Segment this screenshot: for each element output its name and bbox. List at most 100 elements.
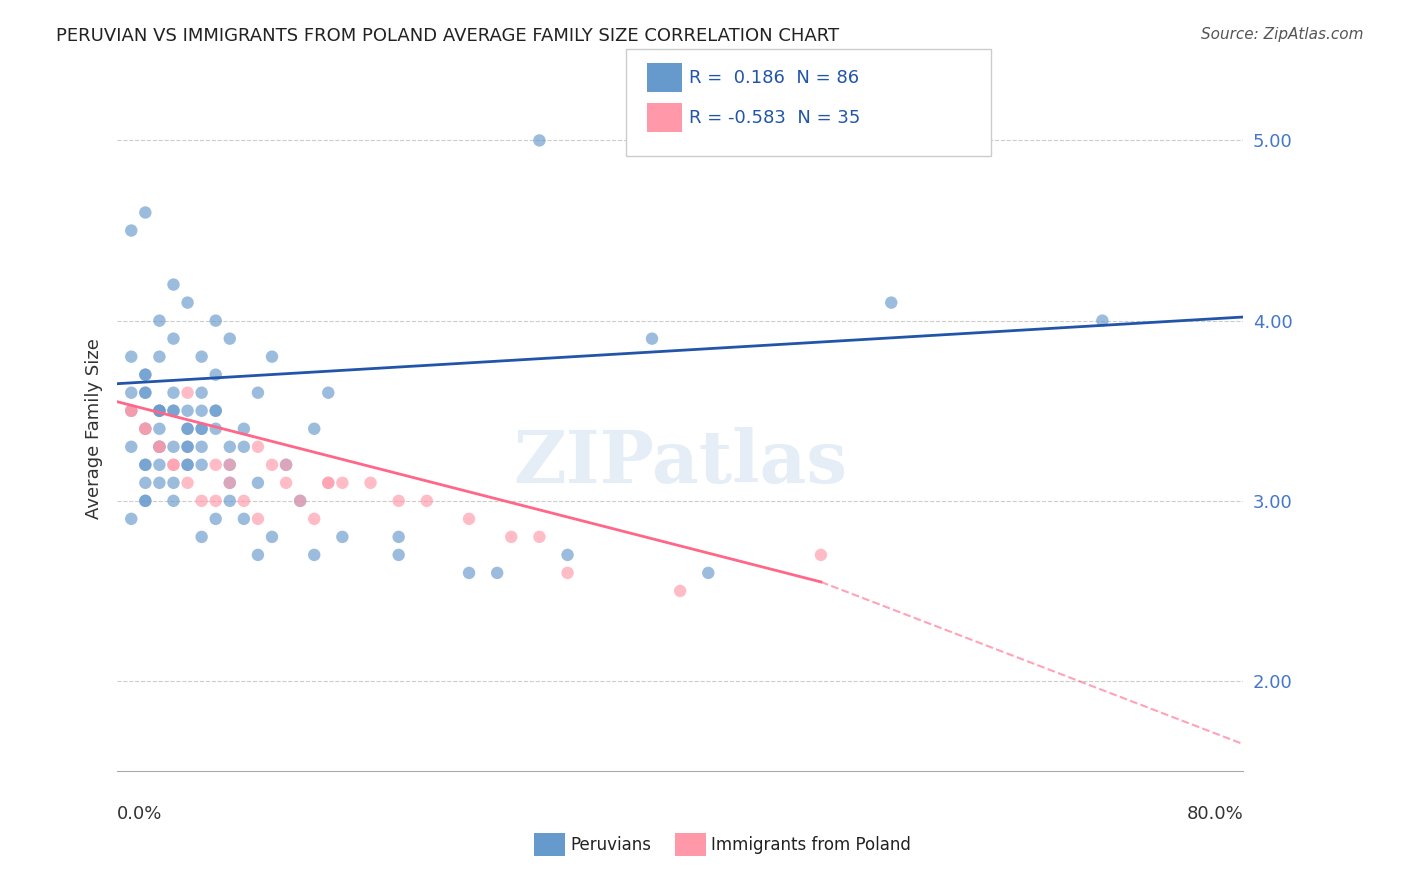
Point bbox=[316, 475, 339, 490]
Point bbox=[218, 458, 240, 472]
Point bbox=[162, 403, 184, 417]
Point bbox=[501, 530, 523, 544]
Point bbox=[204, 493, 226, 508]
Text: 0.0%: 0.0% bbox=[117, 805, 163, 823]
Point bbox=[134, 205, 156, 219]
Point bbox=[162, 458, 184, 472]
Point bbox=[486, 566, 509, 580]
Point bbox=[641, 332, 664, 346]
Point bbox=[176, 440, 198, 454]
Point bbox=[148, 458, 170, 472]
Point bbox=[120, 512, 142, 526]
Point bbox=[416, 493, 439, 508]
Point bbox=[176, 295, 198, 310]
Point bbox=[204, 403, 226, 417]
Point bbox=[288, 493, 311, 508]
Text: 80.0%: 80.0% bbox=[1187, 805, 1243, 823]
Point bbox=[557, 548, 579, 562]
Point bbox=[176, 475, 198, 490]
Point bbox=[218, 440, 240, 454]
Point bbox=[190, 385, 212, 400]
Point bbox=[246, 548, 269, 562]
Text: R =  0.186  N = 86: R = 0.186 N = 86 bbox=[689, 69, 859, 87]
Point bbox=[134, 368, 156, 382]
Point bbox=[697, 566, 720, 580]
Point bbox=[176, 458, 198, 472]
Point bbox=[190, 458, 212, 472]
Point bbox=[190, 530, 212, 544]
Point bbox=[388, 548, 411, 562]
Text: Immigrants from Poland: Immigrants from Poland bbox=[711, 836, 911, 854]
Point bbox=[232, 493, 254, 508]
Point bbox=[190, 422, 212, 436]
Point bbox=[134, 385, 156, 400]
Point bbox=[162, 332, 184, 346]
Point bbox=[260, 458, 283, 472]
Point bbox=[218, 475, 240, 490]
Point bbox=[360, 475, 382, 490]
Point bbox=[134, 422, 156, 436]
Point bbox=[162, 458, 184, 472]
Point bbox=[134, 493, 156, 508]
Point bbox=[669, 583, 692, 598]
Text: PERUVIAN VS IMMIGRANTS FROM POLAND AVERAGE FAMILY SIZE CORRELATION CHART: PERUVIAN VS IMMIGRANTS FROM POLAND AVERA… bbox=[56, 27, 839, 45]
Point bbox=[332, 475, 354, 490]
Point bbox=[246, 385, 269, 400]
Point bbox=[134, 458, 156, 472]
Point bbox=[148, 403, 170, 417]
Point bbox=[148, 440, 170, 454]
Point bbox=[246, 512, 269, 526]
Point bbox=[148, 403, 170, 417]
Point bbox=[458, 512, 481, 526]
Point bbox=[148, 350, 170, 364]
Point bbox=[134, 385, 156, 400]
Point bbox=[190, 422, 212, 436]
Y-axis label: Average Family Size: Average Family Size bbox=[86, 338, 103, 519]
Point bbox=[162, 493, 184, 508]
Point bbox=[260, 530, 283, 544]
Point bbox=[176, 440, 198, 454]
Point bbox=[204, 458, 226, 472]
Point bbox=[204, 313, 226, 327]
Point bbox=[176, 422, 198, 436]
Point bbox=[204, 368, 226, 382]
Text: R = -0.583  N = 35: R = -0.583 N = 35 bbox=[689, 109, 860, 127]
Point bbox=[218, 475, 240, 490]
Point bbox=[148, 440, 170, 454]
Point bbox=[148, 440, 170, 454]
Point bbox=[274, 458, 297, 472]
Point bbox=[162, 403, 184, 417]
Point bbox=[190, 493, 212, 508]
Point bbox=[120, 403, 142, 417]
Point bbox=[332, 530, 354, 544]
Point bbox=[190, 440, 212, 454]
Point bbox=[810, 548, 832, 562]
Point bbox=[176, 458, 198, 472]
Point bbox=[148, 313, 170, 327]
Point bbox=[162, 440, 184, 454]
Point bbox=[176, 385, 198, 400]
Point bbox=[232, 422, 254, 436]
Point bbox=[204, 512, 226, 526]
Point bbox=[120, 350, 142, 364]
Point bbox=[162, 475, 184, 490]
Point bbox=[288, 493, 311, 508]
Point bbox=[134, 422, 156, 436]
Point bbox=[316, 385, 339, 400]
Point bbox=[388, 530, 411, 544]
Point bbox=[557, 566, 579, 580]
Point bbox=[176, 403, 198, 417]
Point bbox=[232, 512, 254, 526]
Text: Peruvians: Peruvians bbox=[571, 836, 652, 854]
Point bbox=[162, 277, 184, 292]
Point bbox=[218, 458, 240, 472]
Point bbox=[190, 350, 212, 364]
Point bbox=[204, 422, 226, 436]
Point bbox=[260, 350, 283, 364]
Point bbox=[218, 332, 240, 346]
Point bbox=[246, 475, 269, 490]
Point bbox=[120, 223, 142, 237]
Point bbox=[120, 385, 142, 400]
Text: Source: ZipAtlas.com: Source: ZipAtlas.com bbox=[1201, 27, 1364, 42]
Point bbox=[134, 493, 156, 508]
